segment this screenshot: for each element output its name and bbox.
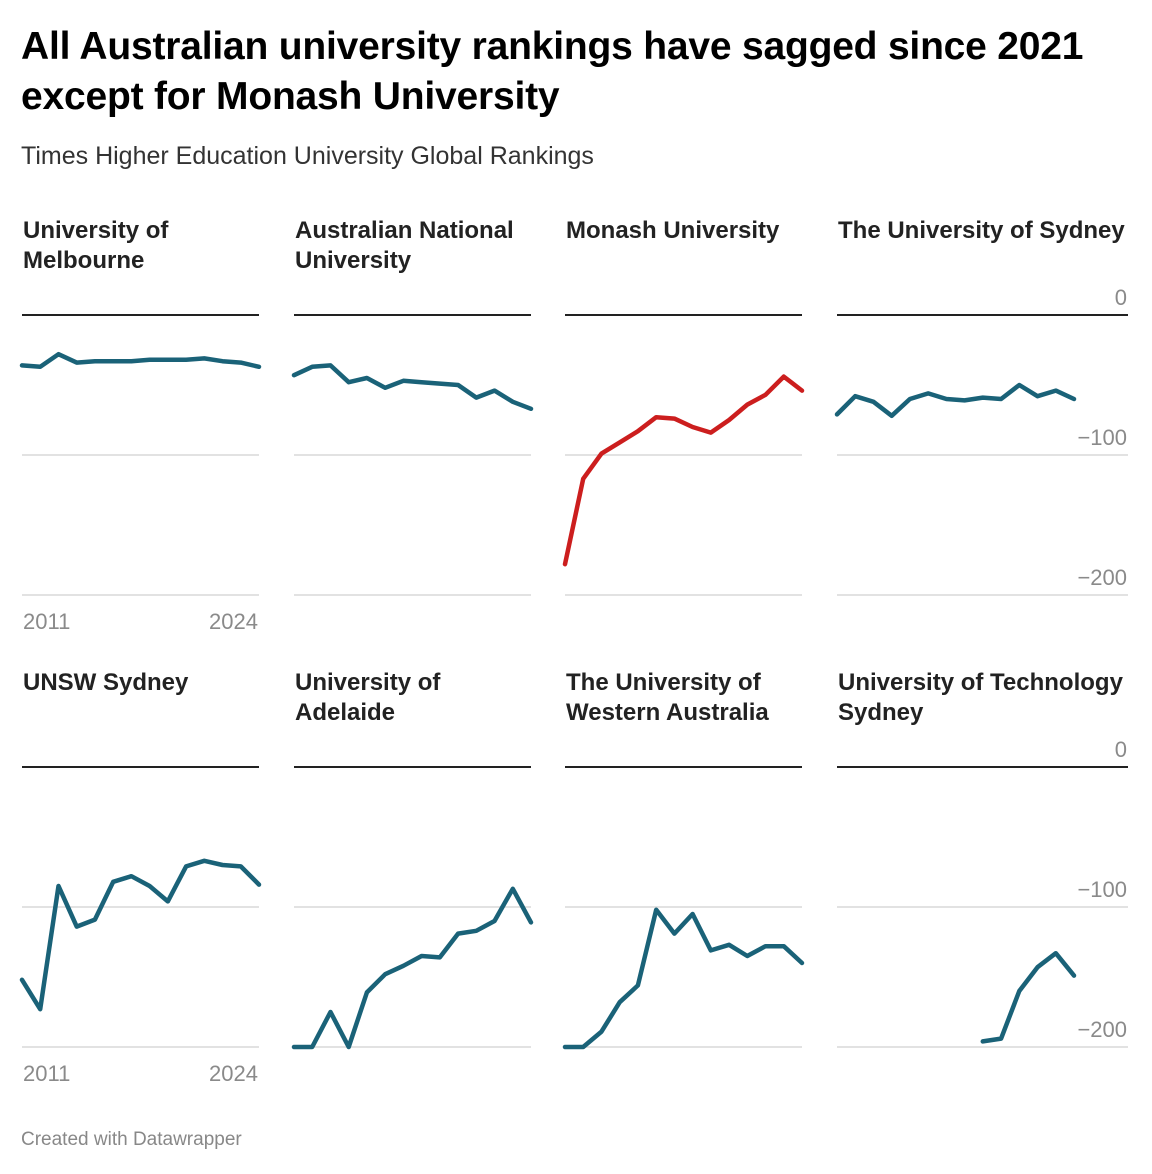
y-tick-label: 0 — [1115, 737, 1127, 762]
y-tick-label: −100 — [1077, 425, 1127, 450]
panel-title-line: University of — [295, 669, 441, 696]
panel-title: University of Adelaide — [295, 669, 441, 726]
small-multiples-chart: University of Melbourne 2011 2024 Australian… — [19, 217, 1128, 1086]
x-tick-label: 2024 — [209, 609, 258, 634]
x-tick-label: 2011 — [23, 1061, 70, 1086]
panel-title: Australian National University — [295, 217, 514, 274]
series-line — [562, 374, 805, 567]
panel-title-line: Western Australia — [566, 699, 769, 726]
x-tick-label: 2011 — [23, 609, 70, 634]
panel-title-line: Monash University — [566, 217, 780, 244]
y-tick-label: −100 — [1077, 877, 1127, 902]
panel-title: Monash University — [566, 217, 780, 244]
series-line — [19, 351, 262, 370]
panel-title-line: Sydney — [838, 699, 924, 726]
panel-title-line: Adelaide — [295, 699, 395, 726]
chart-subtitle: Times Higher Education University Global… — [21, 142, 594, 170]
panel-title-line: UNSW Sydney — [23, 669, 189, 696]
y-tick-label: 0 — [1115, 285, 1127, 310]
series-line — [19, 858, 262, 1012]
series-line — [562, 907, 805, 1050]
panel-title: The University of Sydney — [838, 217, 1125, 244]
panel-title-line: University of Technology — [838, 669, 1124, 696]
series-line — [291, 363, 534, 412]
panel-title-line: Australian National — [295, 217, 514, 244]
chart-title: All Australian university rankings have … — [21, 25, 1084, 118]
series-line — [834, 382, 1077, 419]
credit-footer: Created with Datawrapper — [21, 1129, 242, 1150]
panel-title: UNSW Sydney — [23, 669, 189, 696]
panel-title-line: University — [295, 247, 412, 274]
panel-title-line: The University of Sydney — [838, 217, 1125, 244]
panel-title: University of Technology Sydney — [838, 669, 1124, 726]
panel-title-line: University of — [23, 217, 169, 244]
panel-title: The University of Western Australia — [566, 669, 769, 726]
panel-title-line: Melbourne — [23, 247, 144, 274]
y-tick-label: −200 — [1077, 1017, 1127, 1042]
series-line — [980, 950, 1077, 1044]
panel-title-line: The University of — [566, 669, 762, 696]
series-line — [291, 886, 534, 1050]
panel-title: University of Melbourne — [23, 217, 169, 274]
y-tick-label: −200 — [1077, 565, 1127, 590]
x-tick-label: 2024 — [209, 1061, 258, 1086]
